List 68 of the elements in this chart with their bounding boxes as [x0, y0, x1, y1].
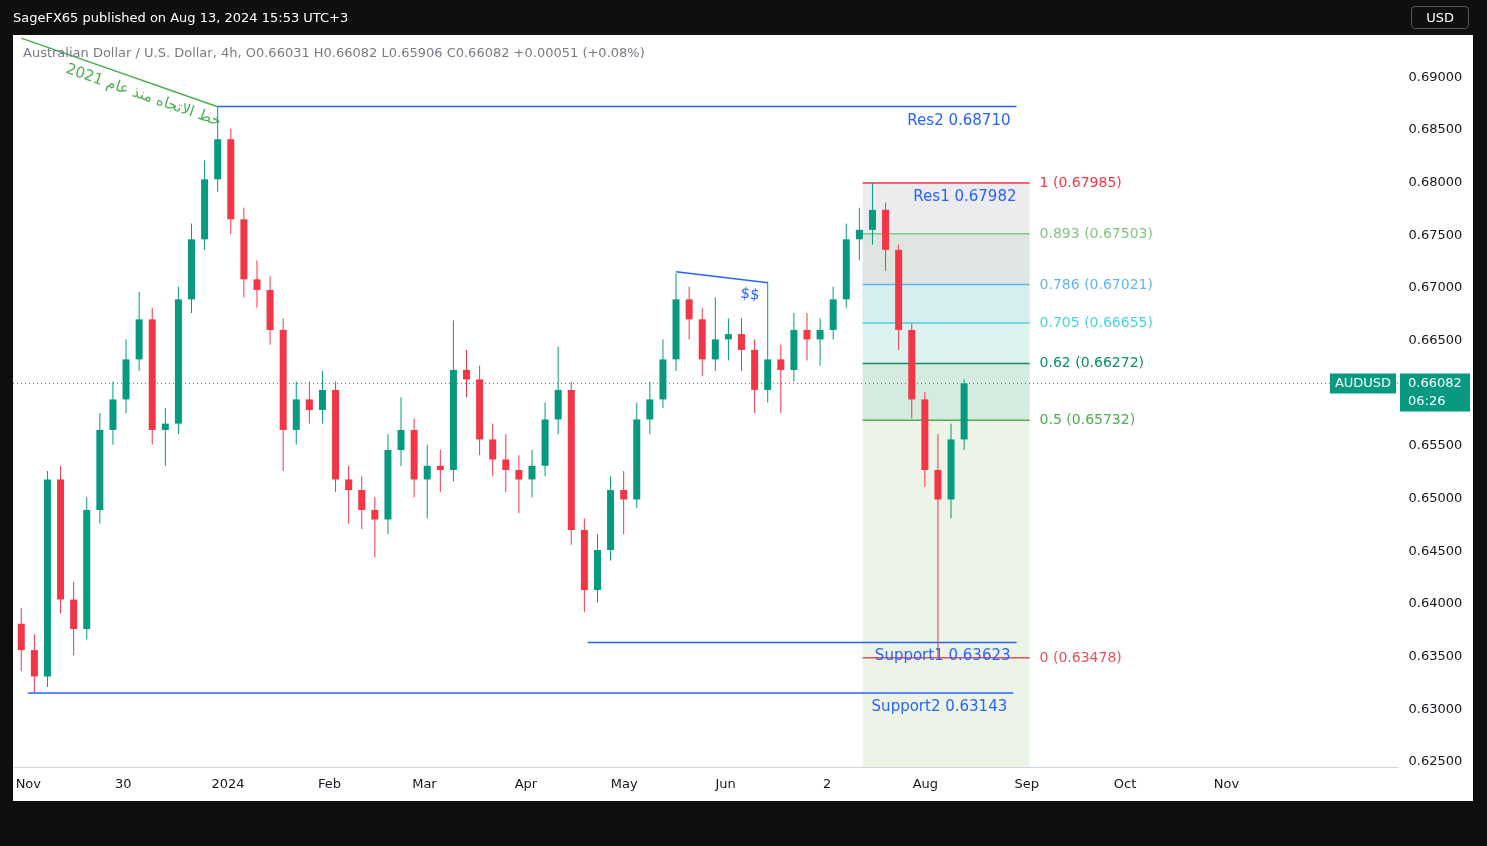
text: 06:26	[1408, 393, 1446, 409]
candlestick	[738, 317, 746, 372]
ref-line-label: AUDUSD	[1334, 375, 1392, 391]
candlestick	[777, 344, 785, 414]
annotation: Res1 0.67982	[913, 187, 1017, 206]
candlestick	[161, 407, 169, 467]
y-tick-label: 0.67500	[1408, 226, 1463, 242]
x-tick-label: Aug	[912, 775, 939, 791]
annotation: 0.62 (0.66272)	[1039, 354, 1145, 371]
y-tick-label: 0.62500	[1408, 753, 1463, 769]
candlestick	[528, 449, 536, 498]
x-tick-label: 30	[114, 775, 132, 791]
y-tick-label: 0.63000	[1408, 700, 1463, 716]
series-label: Res2 0.68710	[907, 110, 1011, 129]
candlestick	[620, 470, 628, 535]
x-tick-label: Jun	[714, 775, 736, 791]
y-tick-label: 0.68500	[1408, 121, 1463, 137]
text: $$	[739, 283, 761, 304]
y-tick-label: 0.69000	[1408, 68, 1463, 84]
candlestick	[816, 317, 824, 367]
chart-title: SageFX65 published on Aug 13, 2024 15:53 UTC+3	[13, 10, 349, 25]
candlestick	[463, 349, 471, 398]
y-tick-label: 0.66500	[1408, 331, 1463, 347]
y-tick-label: 0.63500	[1408, 647, 1463, 663]
annotation: 0 (0.63478)	[1039, 648, 1122, 665]
y-tick-label: 0.68000	[1408, 173, 1463, 189]
candlestick	[502, 433, 510, 493]
text: خط الاتجاه منذ عام 2021	[63, 59, 224, 130]
candlestick	[423, 444, 431, 519]
candlestick	[436, 449, 444, 493]
x-tick-label: Apr	[514, 775, 538, 791]
candlestick	[868, 182, 876, 246]
annotation: 1 (0.67985)	[1039, 173, 1122, 190]
x-tick-label: 2	[822, 775, 832, 791]
text: 0.66082	[1408, 375, 1462, 391]
text: USD	[1411, 6, 1469, 29]
x-tick-label: Nov	[1213, 775, 1240, 791]
y-tick-label: 0.64000	[1408, 595, 1463, 611]
x-tick-label: Feb	[318, 775, 342, 791]
annotation: 0.786 (0.67021)	[1039, 275, 1153, 292]
y-tick-label: 0.64500	[1408, 542, 1463, 558]
x-tick-label: Sep	[1014, 775, 1040, 791]
x-tick-label: Mar	[412, 775, 438, 791]
candlestick	[253, 259, 261, 309]
candlestick	[855, 207, 863, 261]
annotation: 0.5 (0.65732)	[1039, 411, 1136, 428]
x-tick-label: Oct	[1113, 775, 1137, 791]
x-tick-label: 2024	[211, 775, 245, 791]
annotation: 0.893 (0.67503)	[1039, 224, 1153, 241]
candlestick	[803, 312, 811, 361]
series-label: Support2 0.63143	[871, 696, 1008, 715]
x-tick-label: Nov	[15, 775, 42, 791]
candlestick	[305, 381, 313, 425]
candlestick	[515, 454, 523, 514]
candlestick	[489, 423, 497, 477]
candlestick	[358, 475, 366, 530]
candlestick	[397, 396, 405, 467]
x-tick-label: May	[610, 775, 638, 791]
candlestick	[646, 381, 654, 435]
candlestick	[711, 296, 719, 372]
y-tick-label: 0.67000	[1408, 279, 1463, 295]
candlestick	[345, 465, 353, 525]
y-tick-label: 0.65000	[1408, 489, 1463, 505]
candlestick	[371, 496, 379, 558]
candlestick	[724, 317, 732, 361]
candlestick	[685, 286, 693, 340]
y-tick-label: 0.65500	[1408, 437, 1463, 453]
annotation: 0.705 (0.66655)	[1039, 314, 1153, 331]
